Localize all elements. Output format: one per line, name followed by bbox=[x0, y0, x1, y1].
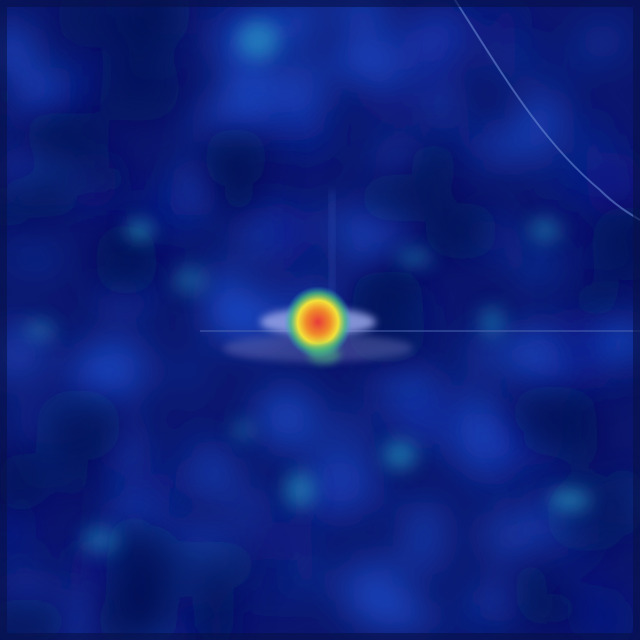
cyan-spot bbox=[284, 471, 316, 509]
cool-blob bbox=[93, 164, 131, 197]
cyan-spot bbox=[237, 20, 279, 60]
diagonal-streak bbox=[454, 0, 640, 221]
texture-blob bbox=[399, 549, 446, 572]
cool-blob bbox=[223, 164, 255, 217]
texture-blob bbox=[404, 10, 467, 65]
cool-blob bbox=[590, 205, 640, 283]
warm-spots bbox=[24, 20, 591, 553]
texture-blob bbox=[451, 409, 521, 474]
texture-blob bbox=[0, 507, 35, 560]
texture-blob bbox=[579, 22, 626, 61]
texture-blob bbox=[323, 410, 376, 432]
cool-blob bbox=[361, 270, 424, 310]
cyan-spot bbox=[231, 420, 255, 440]
texture-blob bbox=[517, 254, 558, 277]
cyan-spot bbox=[397, 249, 433, 267]
texture-blob bbox=[84, 348, 113, 382]
texture-blob bbox=[517, 330, 547, 384]
cool-blob bbox=[510, 385, 597, 440]
texture-blob bbox=[110, 461, 175, 506]
texture-blob bbox=[546, 156, 604, 202]
cool-blob bbox=[100, 54, 182, 122]
cool-blob bbox=[545, 477, 632, 553]
cool-blob bbox=[204, 127, 268, 189]
texture-blob bbox=[206, 283, 247, 341]
texture-blob bbox=[467, 584, 529, 612]
vertical-beam bbox=[330, 190, 334, 310]
texture-blob bbox=[306, 461, 376, 517]
texture-blob bbox=[518, 37, 546, 65]
texture-blob bbox=[339, 214, 385, 274]
texture-blob bbox=[327, 45, 402, 74]
cyan-spot bbox=[81, 527, 119, 553]
texture-blob bbox=[370, 592, 417, 628]
texture-blob bbox=[560, 113, 616, 142]
cool-blob bbox=[411, 142, 458, 186]
texture-blob bbox=[564, 337, 611, 390]
cool-blob bbox=[0, 450, 45, 514]
cool-blob bbox=[62, 423, 92, 511]
texture-blob bbox=[551, 50, 589, 79]
texture-blob bbox=[227, 54, 275, 108]
texture-blob bbox=[293, 554, 319, 589]
texture-blob bbox=[54, 340, 81, 362]
texture-blob bbox=[480, 509, 544, 565]
cyan-spot bbox=[173, 265, 207, 295]
cool-blob bbox=[123, 0, 189, 44]
texture-blob bbox=[0, 23, 38, 73]
texture-blob bbox=[451, 607, 498, 640]
cool-blob bbox=[26, 166, 79, 219]
cool-blob bbox=[94, 224, 159, 296]
cool-blob bbox=[358, 174, 441, 222]
texture-blob bbox=[492, 0, 521, 62]
texture-blob bbox=[51, 68, 100, 106]
texture-blob bbox=[175, 352, 202, 391]
cyan-spot bbox=[528, 217, 562, 243]
texture-blob bbox=[471, 129, 546, 164]
cool-blob bbox=[0, 598, 68, 640]
cool-blob bbox=[56, 0, 128, 48]
texture-blob bbox=[255, 387, 318, 449]
cool-blob bbox=[0, 187, 33, 228]
cool-blob bbox=[108, 514, 159, 583]
texture-blob bbox=[577, 586, 623, 640]
cyan-spot bbox=[549, 490, 591, 510]
texture-blob bbox=[239, 583, 309, 607]
texture-blob bbox=[257, 199, 304, 262]
texture-blob bbox=[190, 457, 236, 486]
horizon-line bbox=[200, 330, 640, 332]
texture-blob bbox=[97, 288, 149, 316]
texture-blob bbox=[576, 138, 604, 164]
cyan-spot bbox=[125, 220, 155, 240]
texture-blob bbox=[3, 247, 65, 269]
cool-blob bbox=[171, 540, 257, 591]
attention-hotspot bbox=[284, 286, 352, 358]
cool-blob bbox=[24, 112, 85, 157]
hotspot-tail bbox=[308, 344, 340, 364]
cyan-spot bbox=[24, 321, 56, 339]
cool-blob bbox=[425, 202, 499, 260]
cyan-spot bbox=[383, 440, 417, 470]
cyan-spot bbox=[480, 306, 504, 338]
texture-blob bbox=[404, 501, 445, 551]
texture-blob bbox=[226, 485, 272, 524]
texture-blob bbox=[271, 56, 327, 119]
cool-blob bbox=[74, 108, 110, 186]
cool-blob bbox=[521, 591, 582, 626]
cool-blob bbox=[98, 587, 174, 640]
cool-blob bbox=[572, 280, 620, 319]
texture-blob bbox=[181, 115, 216, 142]
texture-blob bbox=[428, 84, 458, 131]
texture-blob bbox=[359, 83, 432, 119]
texture-blob bbox=[242, 520, 315, 561]
